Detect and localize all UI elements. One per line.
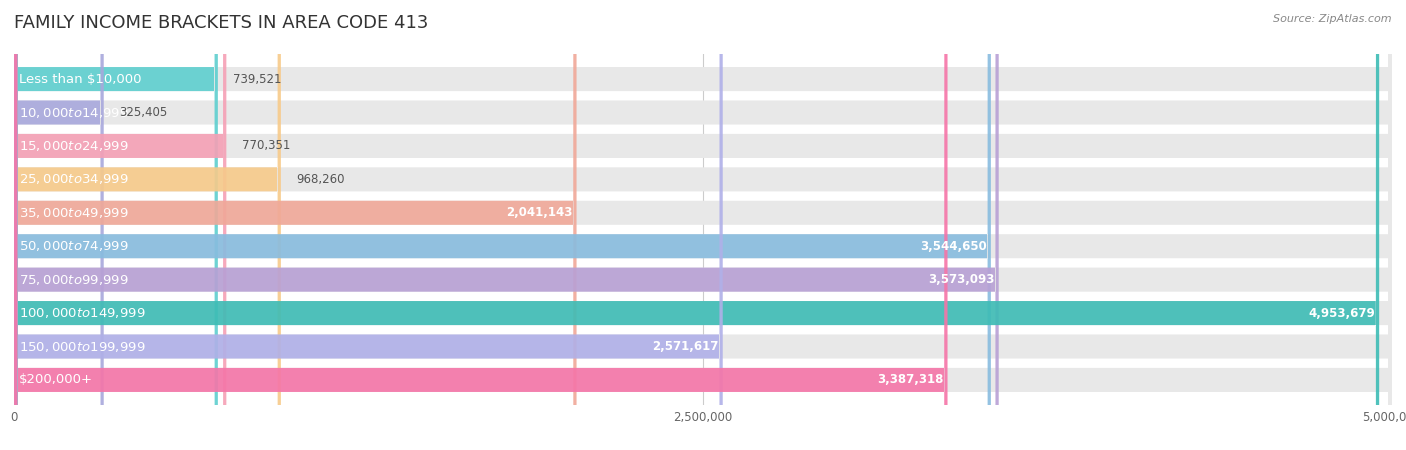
- FancyBboxPatch shape: [14, 0, 1392, 450]
- Text: 968,260: 968,260: [297, 173, 344, 186]
- Text: 739,521: 739,521: [233, 72, 281, 86]
- FancyBboxPatch shape: [14, 0, 1392, 450]
- Text: $35,000 to $49,999: $35,000 to $49,999: [20, 206, 129, 220]
- FancyBboxPatch shape: [14, 0, 1392, 450]
- Text: 3,544,650: 3,544,650: [920, 240, 987, 253]
- Text: 770,351: 770,351: [242, 140, 290, 153]
- Text: $200,000+: $200,000+: [20, 374, 93, 387]
- FancyBboxPatch shape: [14, 0, 281, 450]
- FancyBboxPatch shape: [14, 0, 1379, 450]
- FancyBboxPatch shape: [14, 0, 1392, 450]
- FancyBboxPatch shape: [14, 0, 104, 450]
- FancyBboxPatch shape: [14, 0, 1392, 450]
- FancyBboxPatch shape: [14, 0, 1392, 450]
- Text: 3,573,093: 3,573,093: [928, 273, 994, 286]
- Text: 325,405: 325,405: [120, 106, 167, 119]
- Text: 2,571,617: 2,571,617: [652, 340, 718, 353]
- FancyBboxPatch shape: [14, 0, 218, 450]
- Text: $100,000 to $149,999: $100,000 to $149,999: [20, 306, 146, 320]
- FancyBboxPatch shape: [14, 0, 1392, 450]
- FancyBboxPatch shape: [14, 0, 948, 450]
- Text: $75,000 to $99,999: $75,000 to $99,999: [20, 273, 129, 287]
- FancyBboxPatch shape: [14, 0, 576, 450]
- Text: Source: ZipAtlas.com: Source: ZipAtlas.com: [1274, 14, 1392, 23]
- Text: 3,387,318: 3,387,318: [877, 374, 943, 387]
- Text: Less than $10,000: Less than $10,000: [20, 72, 142, 86]
- FancyBboxPatch shape: [14, 0, 1392, 450]
- Text: $50,000 to $74,999: $50,000 to $74,999: [20, 239, 129, 253]
- Text: $150,000 to $199,999: $150,000 to $199,999: [20, 339, 146, 354]
- Text: 4,953,679: 4,953,679: [1309, 306, 1375, 320]
- Text: 2,041,143: 2,041,143: [506, 206, 572, 219]
- FancyBboxPatch shape: [14, 0, 998, 450]
- Text: $10,000 to $14,999: $10,000 to $14,999: [20, 105, 129, 120]
- FancyBboxPatch shape: [14, 0, 723, 450]
- Text: FAMILY INCOME BRACKETS IN AREA CODE 413: FAMILY INCOME BRACKETS IN AREA CODE 413: [14, 14, 429, 32]
- FancyBboxPatch shape: [14, 0, 226, 450]
- FancyBboxPatch shape: [14, 0, 991, 450]
- FancyBboxPatch shape: [14, 0, 1392, 450]
- Text: $15,000 to $24,999: $15,000 to $24,999: [20, 139, 129, 153]
- Text: $25,000 to $34,999: $25,000 to $34,999: [20, 172, 129, 186]
- FancyBboxPatch shape: [14, 0, 1392, 450]
